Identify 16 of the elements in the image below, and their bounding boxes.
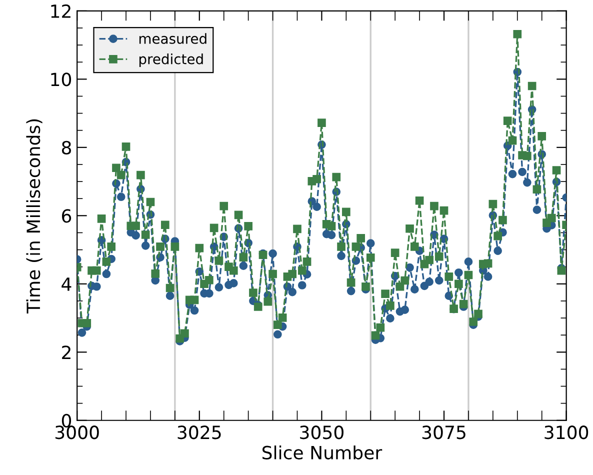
y-tick-label: 12 bbox=[51, 4, 70, 18]
y-tick-label: 8 bbox=[62, 140, 71, 155]
x-tick-label: 3075 bbox=[422, 426, 466, 440]
x-tick-label: 3050 bbox=[300, 426, 344, 440]
y-tick-label: 4 bbox=[62, 278, 72, 291]
legend-label: predicted bbox=[139, 54, 203, 67]
y-tick-label: 0 bbox=[62, 414, 72, 428]
x-tick-label: 3000 bbox=[55, 426, 99, 440]
x-tick-label: 3025 bbox=[178, 426, 221, 440]
y-tick-label: 6 bbox=[62, 209, 72, 223]
x-axis-title: Slice Number bbox=[262, 445, 382, 460]
y-tick-label: 2 bbox=[62, 346, 70, 359]
y-axis-title: Time (in Milliseconds) bbox=[26, 119, 42, 314]
y-tick-label: 10 bbox=[51, 72, 72, 86]
x-tick-label: 3100 bbox=[544, 426, 588, 440]
legend-label: measured bbox=[139, 33, 206, 44]
